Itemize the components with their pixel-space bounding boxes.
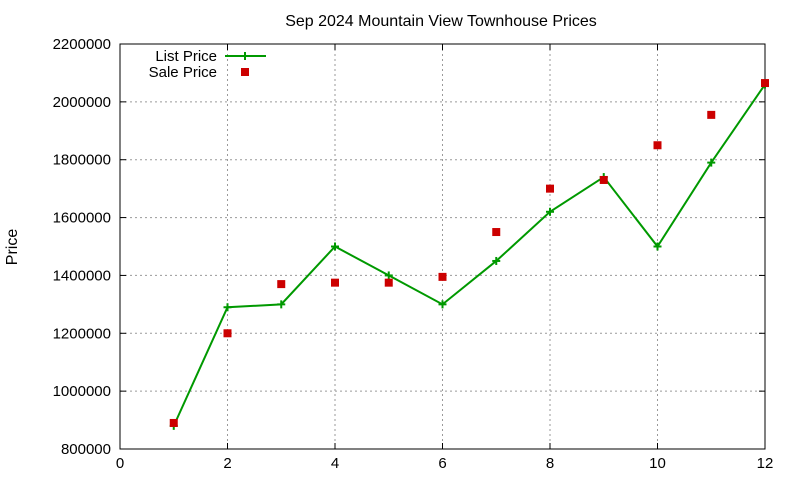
series-list-price	[169, 80, 769, 430]
legend-swatch-square	[241, 68, 249, 76]
chart-title: Sep 2024 Mountain View Townhouse Prices	[285, 13, 597, 30]
sale-price-point	[546, 184, 554, 193]
y-tick-label: 2200000	[53, 36, 111, 53]
legend-entry: List Price	[155, 48, 266, 65]
list-price-point	[707, 158, 716, 167]
sale-price-point	[169, 418, 178, 427]
y-tick-label: 1000000	[53, 383, 111, 400]
y-tick-label: 1800000	[53, 152, 111, 169]
y-tick-label: 1600000	[53, 210, 111, 227]
list-price-point	[653, 242, 662, 251]
legend-entry: Sale Price	[149, 64, 249, 81]
legend-label: Sale Price	[149, 64, 217, 81]
list-price-point	[492, 256, 501, 265]
x-tick-label: 10	[649, 455, 666, 472]
list-price-point	[331, 242, 339, 251]
x-tick-label: 8	[546, 455, 554, 472]
series-layer	[169, 79, 769, 430]
axis-ticks: 0 2 4 6 8 10 12 800000 1000000 1200000 1400000 1600…	[53, 36, 774, 472]
sale-price-point	[331, 278, 339, 287]
sale-price-point	[492, 228, 501, 237]
y-tick-label: 1200000	[53, 325, 111, 342]
y-tick-label: 800000	[61, 441, 111, 458]
sale-price-point	[761, 79, 769, 88]
legend-label: List Price	[155, 48, 217, 65]
sale-price-point	[223, 329, 232, 338]
list-price-point	[546, 207, 554, 216]
grid	[120, 44, 765, 449]
x-tick-label: 12	[757, 455, 774, 472]
sale-price-point	[707, 110, 716, 119]
list-price-point	[384, 271, 393, 280]
y-tick-label: 1400000	[53, 267, 111, 284]
x-tick-label: 0	[116, 455, 124, 472]
sale-price-point	[653, 141, 662, 150]
x-tick-label: 6	[438, 455, 446, 472]
x-tick-label: 4	[331, 455, 339, 472]
y-axis-label: Price	[4, 229, 21, 266]
sale-price-point	[599, 175, 608, 184]
sale-price-point	[384, 278, 393, 287]
list-price-point	[223, 303, 232, 312]
sale-price-point	[438, 272, 447, 281]
y-tick-label: 2000000	[53, 94, 111, 111]
list-price-line	[172, 83, 766, 427]
series-sale-price	[169, 79, 769, 427]
list-price-point	[438, 300, 447, 309]
list-price-point	[277, 300, 286, 309]
x-tick-label: 2	[223, 455, 231, 472]
sale-price-point	[277, 280, 286, 289]
